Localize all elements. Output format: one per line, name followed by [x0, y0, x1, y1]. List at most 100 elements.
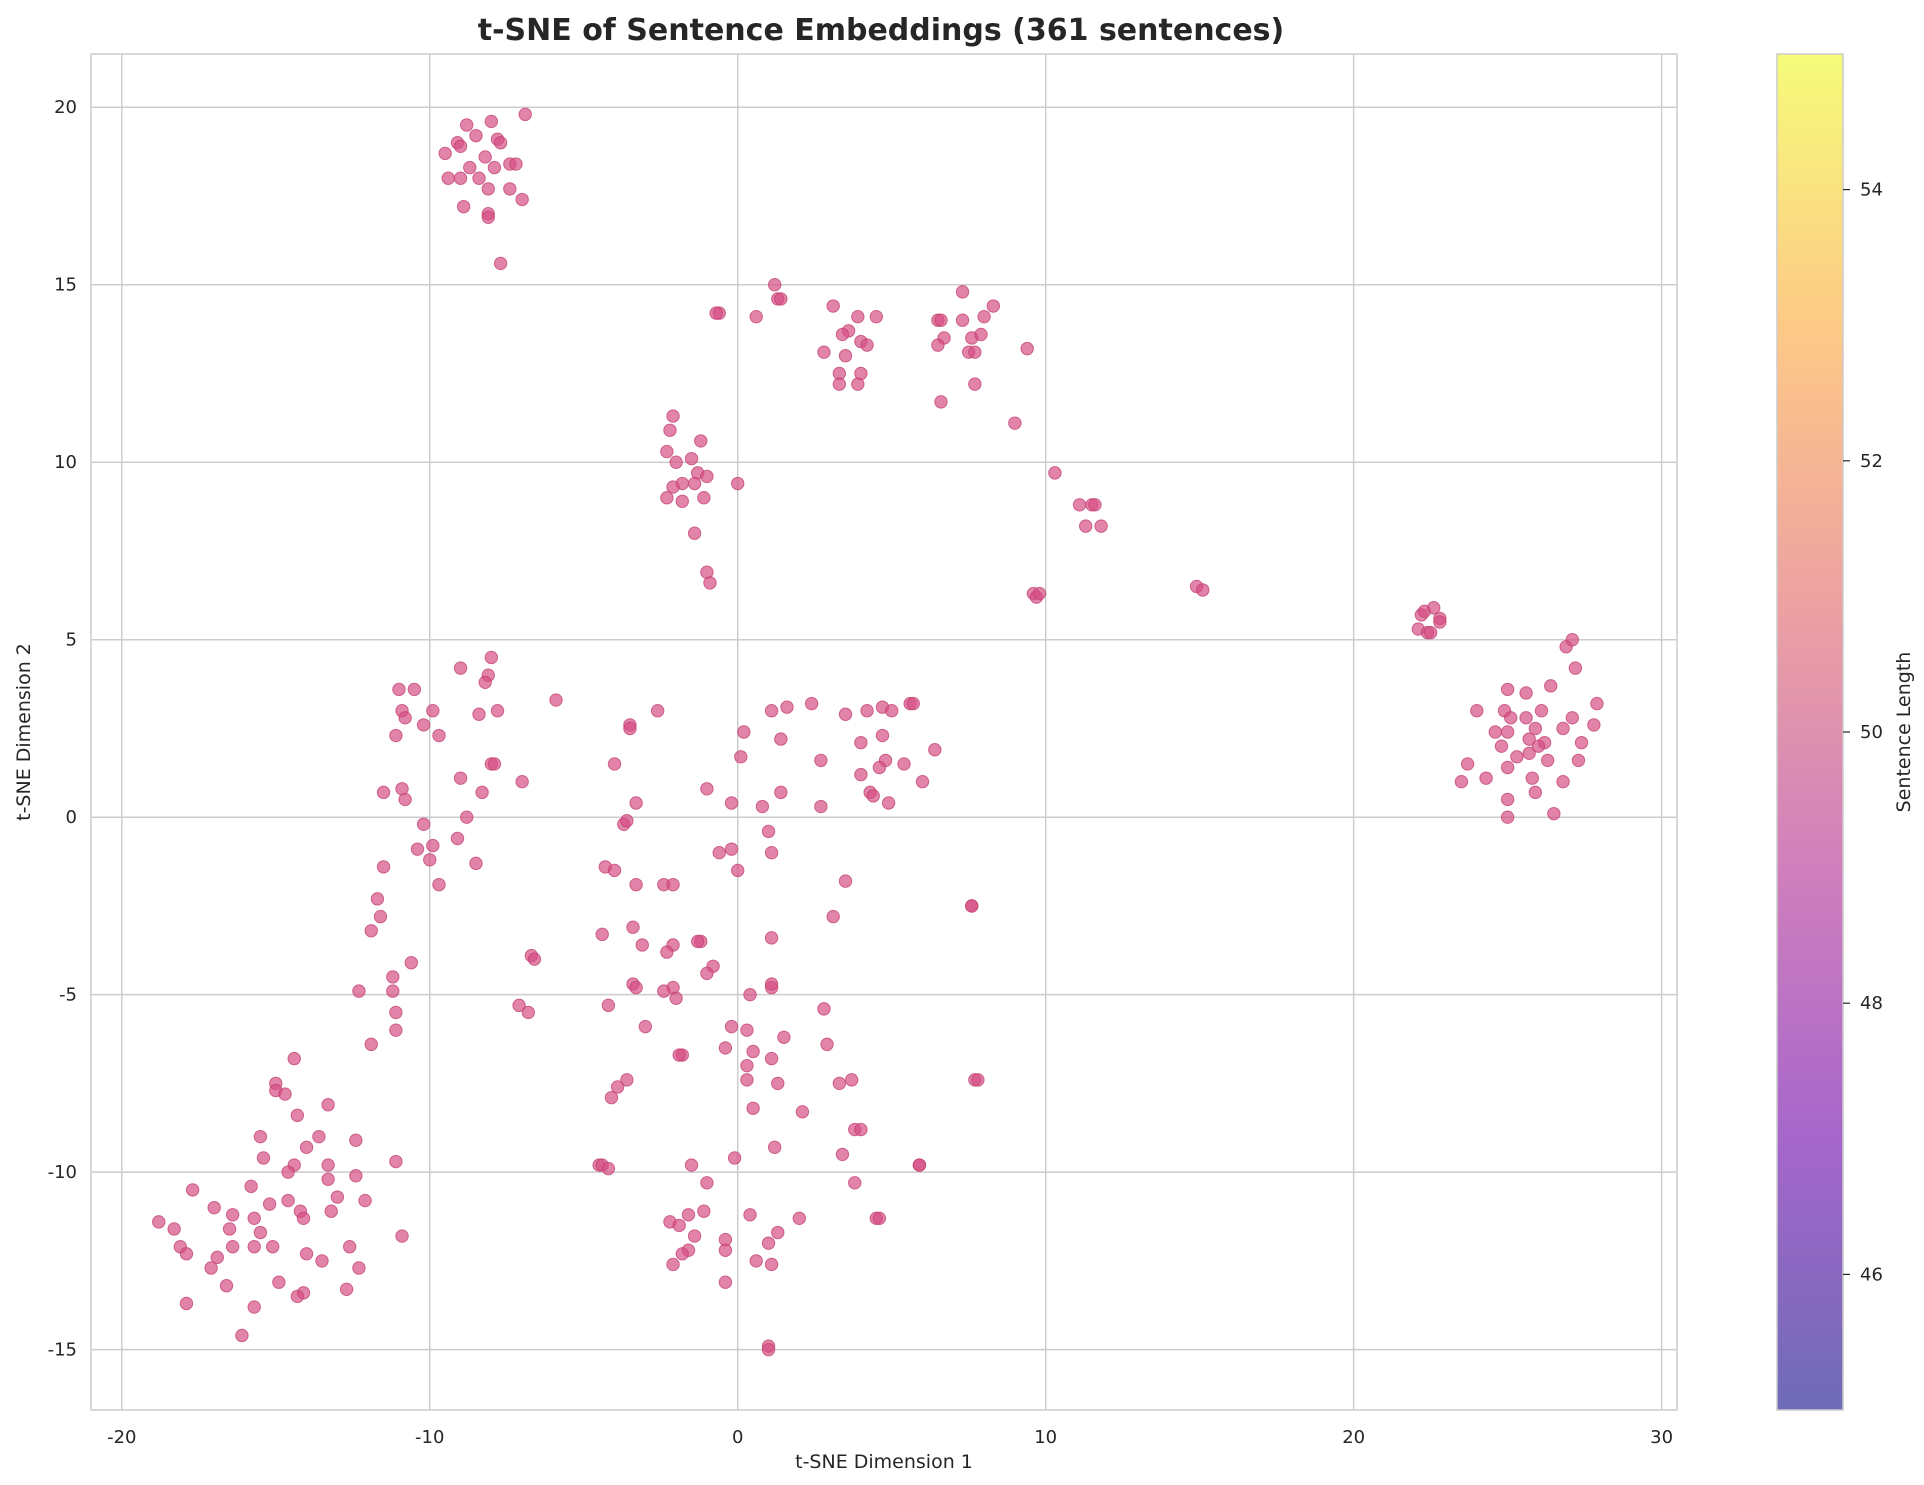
data-point — [767, 1140, 782, 1155]
data-point — [395, 1229, 409, 1243]
data-point — [1571, 753, 1586, 768]
data-point — [1032, 586, 1047, 601]
data-point — [764, 845, 779, 860]
data-point — [928, 743, 942, 757]
data-point — [339, 1282, 354, 1297]
data-point — [484, 114, 499, 129]
data-point — [207, 1200, 221, 1215]
data-point — [478, 150, 492, 164]
data-point — [764, 1257, 779, 1272]
data-point — [376, 785, 391, 800]
data-point — [204, 1261, 218, 1275]
data-point — [1587, 718, 1601, 732]
data-point — [672, 1218, 686, 1233]
data-point — [1544, 679, 1558, 693]
data-point — [1531, 739, 1546, 753]
data-point — [1519, 711, 1533, 725]
x-tick-label: 20 — [1342, 1427, 1365, 1448]
data-point — [549, 693, 563, 707]
data-point — [490, 704, 505, 718]
data-point — [700, 782, 714, 796]
data-point — [493, 256, 508, 271]
data-point — [700, 1176, 714, 1190]
data-point — [718, 1275, 733, 1289]
data-point — [299, 1140, 314, 1155]
data-point — [774, 292, 788, 306]
data-point — [694, 434, 708, 448]
data-point — [247, 1300, 261, 1314]
data-point — [1072, 498, 1087, 512]
data-point — [222, 1222, 237, 1236]
data-point — [493, 136, 508, 150]
data-point — [469, 128, 483, 143]
data-point — [635, 938, 649, 952]
data-point — [453, 139, 468, 153]
data-point — [342, 1240, 357, 1254]
data-point — [453, 661, 468, 675]
x-tick-label: -10 — [415, 1427, 444, 1448]
data-point — [767, 278, 782, 292]
colorbar-label: Sentence Length — [1893, 652, 1915, 813]
data-point — [666, 877, 680, 892]
data-point — [1565, 633, 1579, 647]
data-point — [955, 285, 970, 299]
data-point — [844, 1073, 859, 1087]
data-point — [915, 774, 930, 789]
data-point — [1525, 771, 1539, 785]
data-point — [438, 146, 452, 161]
data-point — [441, 171, 455, 185]
data-point — [1556, 721, 1570, 736]
data-point — [743, 1208, 757, 1222]
data-point — [687, 526, 702, 540]
data-point — [1528, 785, 1543, 800]
data-point — [780, 700, 794, 714]
data-point — [872, 760, 887, 775]
data-point — [460, 118, 474, 132]
data-point — [771, 1225, 785, 1240]
data-point — [764, 931, 779, 945]
data-point — [660, 945, 674, 959]
data-point — [1423, 625, 1438, 640]
data-point — [826, 299, 840, 313]
data-point — [774, 785, 788, 800]
data-point — [1540, 753, 1555, 768]
data-point — [804, 696, 819, 711]
data-point — [697, 491, 711, 505]
data-point — [407, 682, 422, 697]
data-point — [884, 704, 899, 718]
data-point — [487, 757, 502, 771]
data-point — [826, 909, 840, 924]
data-point — [1079, 519, 1093, 533]
data-point — [1528, 721, 1543, 736]
data-point — [503, 182, 517, 196]
data-point — [690, 934, 705, 949]
data-point — [1500, 810, 1515, 824]
data-point — [684, 1158, 699, 1172]
data-point — [392, 682, 406, 697]
data-point — [838, 707, 853, 721]
data-point — [848, 1176, 862, 1190]
data-point — [1500, 725, 1515, 739]
data-point — [838, 874, 853, 888]
data-point — [851, 377, 865, 391]
data-point — [764, 1051, 779, 1066]
plot-area: -20 -10 0 10 20 30 -15 -10 -5 0 5 10 15 20 — [48, 53, 1678, 1448]
data-point — [321, 1172, 335, 1186]
data-point — [278, 1087, 292, 1101]
y-axis-label: t-SNE Dimension 2 — [13, 643, 35, 821]
data-point — [906, 696, 920, 711]
data-point — [487, 160, 502, 175]
data-point — [281, 1193, 295, 1208]
data-point — [1504, 711, 1518, 725]
data-point — [253, 1129, 268, 1144]
data-point — [912, 1158, 927, 1172]
data-point — [814, 799, 828, 814]
data-point — [373, 909, 388, 924]
data-point — [1534, 704, 1549, 718]
data-point — [423, 853, 437, 867]
data-point — [731, 863, 745, 878]
data-point — [817, 345, 831, 359]
x-tick-label: 10 — [1034, 1427, 1057, 1448]
data-point — [681, 1208, 696, 1222]
data-point — [386, 970, 400, 984]
